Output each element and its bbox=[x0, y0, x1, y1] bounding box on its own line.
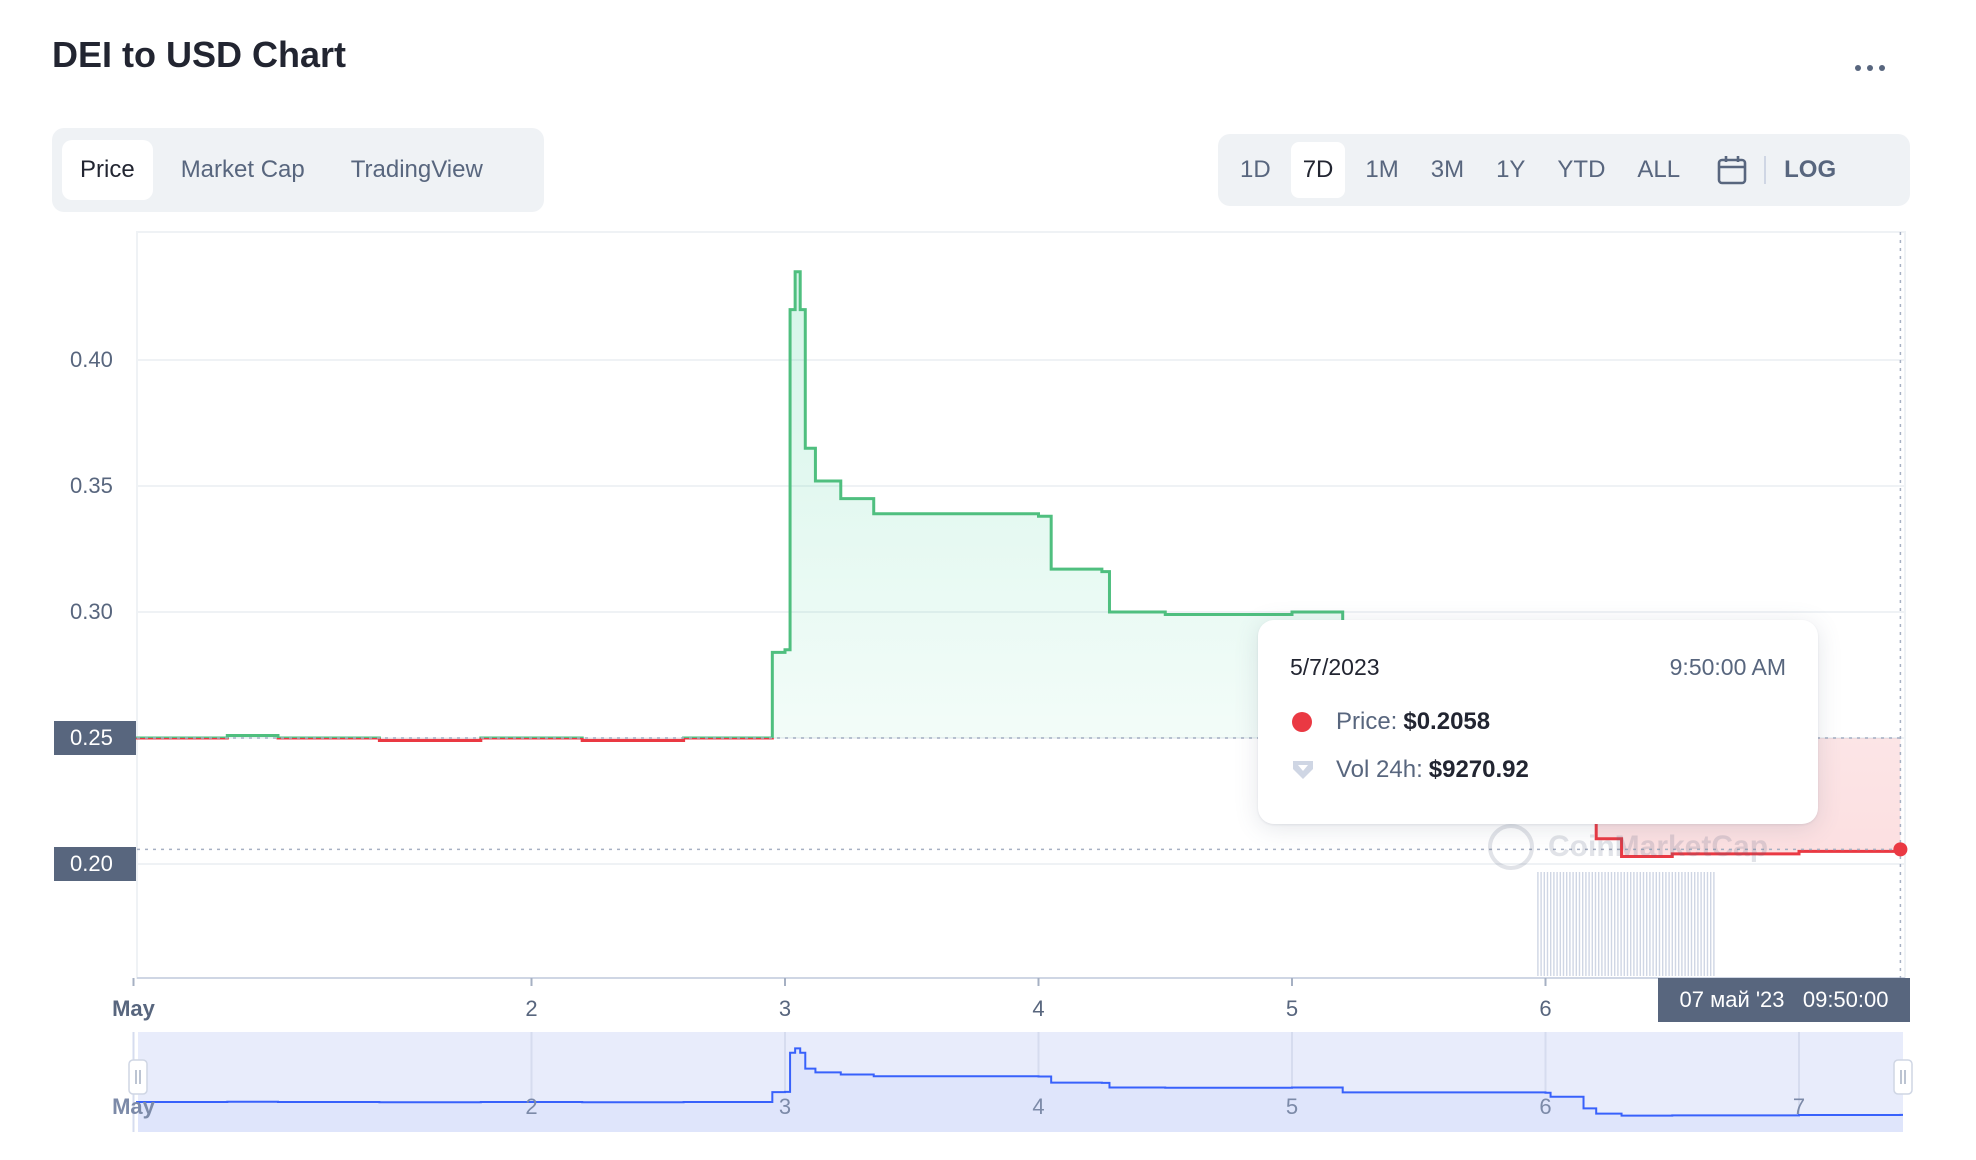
navigator-area bbox=[136, 1048, 1903, 1132]
x-tick-label: 6 bbox=[1539, 996, 1552, 1021]
navigator-left-handle[interactable] bbox=[128, 1059, 148, 1095]
y-tick-label: 0.30 bbox=[70, 599, 113, 624]
navigator[interactable] bbox=[128, 1032, 1913, 1132]
chart-type-tabs: Price Market Cap TradingView bbox=[52, 128, 544, 212]
range-3m[interactable]: 3M bbox=[1430, 156, 1465, 183]
tooltip-volume-label: Vol 24h: bbox=[1336, 756, 1423, 783]
navigator-tick-label: May bbox=[112, 1094, 155, 1119]
price-line-up bbox=[136, 270, 1586, 738]
x-tick-label: 5 bbox=[1285, 996, 1299, 1021]
y-tick-label: 0.40 bbox=[70, 347, 113, 372]
more-options-button[interactable] bbox=[1848, 48, 1892, 88]
crosshair-time-label: 07 май '23 09:50:00 bbox=[1658, 978, 1910, 1022]
navigator-tick-label: 6 bbox=[1539, 1094, 1552, 1119]
y-tick-label: 0.25 bbox=[54, 721, 136, 755]
x-tick-label: 4 bbox=[1032, 996, 1045, 1021]
navigator-tick-label: 7 bbox=[1792, 1094, 1806, 1119]
time-range-selector: 1D 7D 1M 3M 1Y YTD ALL LOG bbox=[1218, 134, 1910, 206]
x-tick-label: 3 bbox=[778, 996, 792, 1021]
tooltip-volume-row: Vol 24h: $9270.92 bbox=[1290, 756, 1529, 784]
navigator-tick-label: 5 bbox=[1285, 1094, 1299, 1119]
volume-icon bbox=[1293, 761, 1313, 779]
navigator-line bbox=[136, 1047, 1903, 1117]
tooltip-volume-value: $9270.92 bbox=[1428, 756, 1529, 783]
range-7d[interactable]: 7D bbox=[1290, 142, 1346, 198]
calendar-icon bbox=[1717, 156, 1747, 185]
more-horizontal-icon bbox=[1855, 65, 1861, 71]
navigator-tick-label: 4 bbox=[1032, 1094, 1045, 1119]
tooltip-time: 9:50:00 AM bbox=[1669, 654, 1786, 680]
range-1d[interactable]: 1D bbox=[1240, 156, 1271, 183]
volume-bars bbox=[1537, 872, 1715, 976]
navigator-right-handle[interactable] bbox=[1893, 1059, 1913, 1095]
handle-grip bbox=[128, 1059, 148, 1095]
y-tick-label: 0.20 bbox=[54, 847, 136, 881]
tooltip-price-value: $0.2058 bbox=[1403, 708, 1491, 735]
price-dot-icon bbox=[1292, 712, 1312, 732]
range-all[interactable]: ALL bbox=[1637, 156, 1681, 183]
coinmarketcap-logo-icon bbox=[1488, 824, 1534, 870]
range-ytd[interactable]: YTD bbox=[1557, 156, 1606, 183]
divider bbox=[1764, 156, 1767, 184]
watermark-text: CoinMarketCap bbox=[1548, 830, 1769, 863]
tab-market-cap[interactable]: Market Cap bbox=[180, 156, 305, 183]
navigator-tick-label: 2 bbox=[525, 1094, 538, 1119]
area-above-baseline bbox=[136, 271, 1901, 738]
watermark: CoinMarketCap bbox=[1488, 824, 1768, 870]
tab-price[interactable]: Price bbox=[62, 140, 153, 200]
handle-grip bbox=[1893, 1059, 1913, 1095]
x-tick-label: May bbox=[112, 996, 155, 1021]
range-1m[interactable]: 1M bbox=[1365, 156, 1399, 183]
plot-frame bbox=[132, 231, 1906, 986]
log-scale-toggle[interactable]: LOG bbox=[1784, 156, 1837, 183]
range-1y[interactable]: 1Y bbox=[1496, 156, 1526, 183]
selected-point-marker bbox=[1893, 842, 1908, 857]
navigator-tick-label: 3 bbox=[778, 1094, 792, 1119]
tooltip-date: 5/7/2023 bbox=[1290, 654, 1380, 680]
tooltip-price-row: Price: $0.2058 bbox=[1290, 708, 1490, 736]
x-tick-label: 2 bbox=[525, 996, 538, 1021]
price-tooltip: 5/7/2023 9:50:00 AM Price: $0.2058 Vol 2… bbox=[1258, 620, 1818, 824]
y-tick-label: 0.35 bbox=[70, 473, 113, 498]
calendar-button[interactable] bbox=[1712, 142, 1752, 198]
tab-tradingview[interactable]: TradingView bbox=[350, 156, 483, 183]
chart-title: DEI to USD Chart bbox=[52, 34, 347, 75]
tooltip-price-label: Price: bbox=[1336, 708, 1398, 735]
